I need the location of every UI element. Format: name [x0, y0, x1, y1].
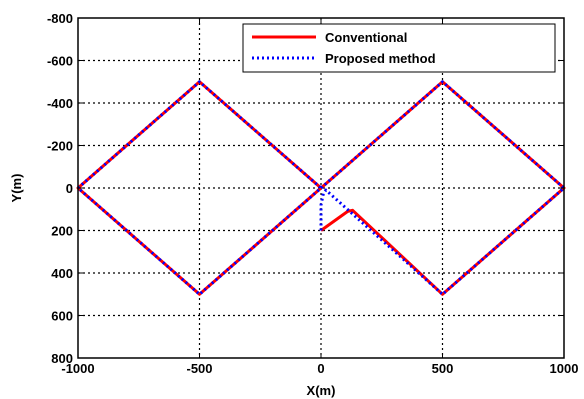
- y-tick-label: -600: [47, 54, 73, 69]
- x-tick-label: -500: [186, 361, 212, 376]
- y-tick-label: 800: [51, 351, 73, 366]
- legend: Conventional Proposed method: [242, 23, 556, 73]
- series-group: [76, 80, 566, 296]
- y-tick-label: 200: [51, 224, 73, 239]
- axis-ticks: -1000 -500 0 500 1000 -800 -600 -400 -200 0 200 400…: [47, 11, 578, 376]
- x-tick-label: -1000: [61, 361, 94, 376]
- y-tick-label: 600: [51, 309, 73, 324]
- y-tick-label: -200: [47, 139, 73, 154]
- y-tick-label: -400: [47, 96, 73, 111]
- legend-label-conventional: Conventional: [325, 30, 407, 45]
- x-tick-label: 0: [317, 361, 324, 376]
- legend-box: [242, 23, 556, 73]
- x-axis-label: X(m): [307, 383, 336, 398]
- y-tick-label: 0: [66, 181, 73, 196]
- series-line-proposed-method: [76, 80, 566, 296]
- x-tick-label: 500: [432, 361, 454, 376]
- y-axis-label: Y(m): [9, 174, 24, 203]
- legend-label-proposed: Proposed method: [325, 51, 436, 66]
- x-tick-label: 1000: [550, 361, 579, 376]
- y-tick-label: -800: [47, 11, 73, 26]
- y-tick-label: 400: [51, 266, 73, 281]
